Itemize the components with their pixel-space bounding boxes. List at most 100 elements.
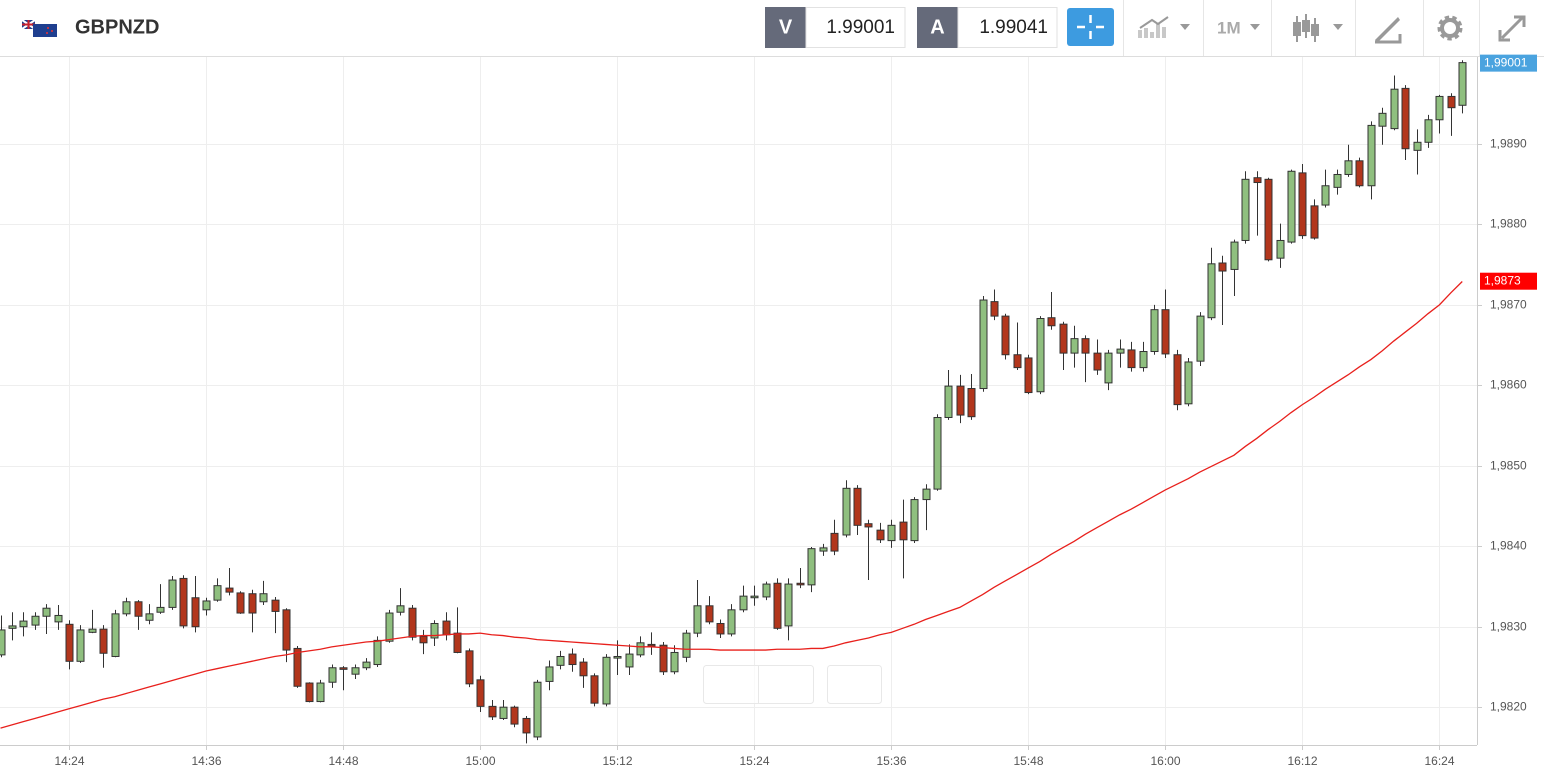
candle-body xyxy=(442,620,451,636)
fullscreen-button[interactable] xyxy=(1498,15,1526,42)
crosshair-button[interactable] xyxy=(1067,8,1114,46)
x-tick-label: 15:00 xyxy=(465,754,495,768)
candle-body xyxy=(613,655,622,659)
candle-body xyxy=(1298,172,1307,237)
candle-body xyxy=(682,632,691,658)
symbol: GBPNZD xyxy=(75,16,159,38)
candle-body xyxy=(1333,173,1342,188)
candle-body xyxy=(533,681,542,738)
candle-body xyxy=(910,499,919,542)
candle-body xyxy=(899,521,908,541)
candle-body xyxy=(248,593,257,614)
candle-body xyxy=(396,605,405,613)
timeframe-button[interactable]: 1M xyxy=(1217,18,1260,37)
last-price-label: 1,99001 xyxy=(1484,55,1528,69)
x-tick-label: 14:48 xyxy=(328,754,358,768)
candle-body xyxy=(568,653,577,666)
candle-body xyxy=(499,706,508,719)
candle-body xyxy=(1230,241,1239,270)
candle-body xyxy=(853,487,862,526)
x-tick-label: 15:12 xyxy=(602,754,632,768)
x-tick-label: 15:48 xyxy=(1013,754,1043,768)
chart-type-button[interactable] xyxy=(1138,16,1190,38)
candle-body xyxy=(225,587,234,593)
moving-average xyxy=(0,281,1463,729)
candle-body xyxy=(819,547,828,552)
x-tick-label: 16:12 xyxy=(1287,754,1317,768)
ma-price-label-box xyxy=(1480,272,1537,290)
candle-body xyxy=(42,607,51,617)
candle-body xyxy=(453,632,462,653)
candle-body xyxy=(122,601,131,615)
bid-label: V xyxy=(779,16,793,38)
candle-body xyxy=(99,628,108,654)
candle-body xyxy=(887,524,896,542)
candle-body xyxy=(430,622,439,639)
candle-body xyxy=(1310,205,1319,239)
candle-body xyxy=(316,682,325,703)
bid-button[interactable] xyxy=(765,7,806,48)
candle-body xyxy=(1344,160,1353,175)
candle-body xyxy=(933,416,942,490)
candle-body xyxy=(1150,309,1159,353)
candle-body xyxy=(465,650,474,685)
candle-body xyxy=(1241,178,1250,241)
candle-body xyxy=(111,613,120,657)
candle-body xyxy=(1276,239,1285,259)
candle-body xyxy=(293,647,302,687)
candle-body xyxy=(727,609,736,635)
candle-body xyxy=(1081,338,1090,354)
candle-body xyxy=(191,597,200,628)
drawing-button[interactable] xyxy=(1375,17,1402,44)
candle-body xyxy=(8,625,17,629)
candle-body xyxy=(1070,338,1079,354)
scroll-controls xyxy=(703,665,882,704)
y-tick-label: 1,9890 xyxy=(1490,137,1527,151)
candle-body xyxy=(1196,315,1205,362)
ask-label: A xyxy=(930,16,944,38)
candle-body xyxy=(1024,357,1033,394)
candle-body xyxy=(282,609,291,651)
candle-body xyxy=(31,615,40,626)
y-tick-label: 1,9830 xyxy=(1490,620,1527,634)
candle-body xyxy=(373,639,382,666)
reset-button[interactable] xyxy=(827,665,882,704)
candle-body xyxy=(670,651,679,673)
candle-body xyxy=(1127,349,1136,369)
candle-body xyxy=(990,301,999,317)
candle-body xyxy=(1036,318,1045,393)
candle-body xyxy=(590,675,599,704)
candle-body xyxy=(1139,351,1148,369)
candle-body xyxy=(1001,315,1010,356)
x-tick-label: 16:00 xyxy=(1150,754,1180,768)
candle-body xyxy=(488,705,497,718)
crosshair-icon xyxy=(1077,15,1104,39)
candle-body xyxy=(1447,95,1456,109)
timeframe: 1M xyxy=(1217,18,1241,37)
candle-body xyxy=(510,706,519,725)
candle-body xyxy=(328,667,337,683)
candle-style-button[interactable] xyxy=(1293,14,1343,42)
candle-body xyxy=(1413,141,1422,151)
candle-body xyxy=(545,666,554,682)
y-tick-label: 1,9840 xyxy=(1490,539,1527,553)
candle-body xyxy=(796,582,805,586)
x-tick-label: 15:24 xyxy=(739,754,769,768)
candle-body xyxy=(1458,62,1467,106)
settings-button[interactable] xyxy=(1437,15,1463,41)
candle-body xyxy=(408,607,417,638)
candle-body xyxy=(636,642,645,656)
candle-body xyxy=(362,661,371,669)
plot-area xyxy=(0,60,1467,744)
candle-body xyxy=(762,583,771,598)
candle-body xyxy=(705,605,714,623)
candle-body xyxy=(716,622,725,635)
candle-body xyxy=(1161,309,1170,355)
candle-body xyxy=(1355,160,1364,187)
x-tick-label: 16:24 xyxy=(1424,754,1454,768)
ask-button[interactable] xyxy=(917,7,958,48)
candle-body xyxy=(579,661,588,677)
bid-box xyxy=(805,7,906,48)
y-tick-label: 1,9860 xyxy=(1490,378,1527,392)
